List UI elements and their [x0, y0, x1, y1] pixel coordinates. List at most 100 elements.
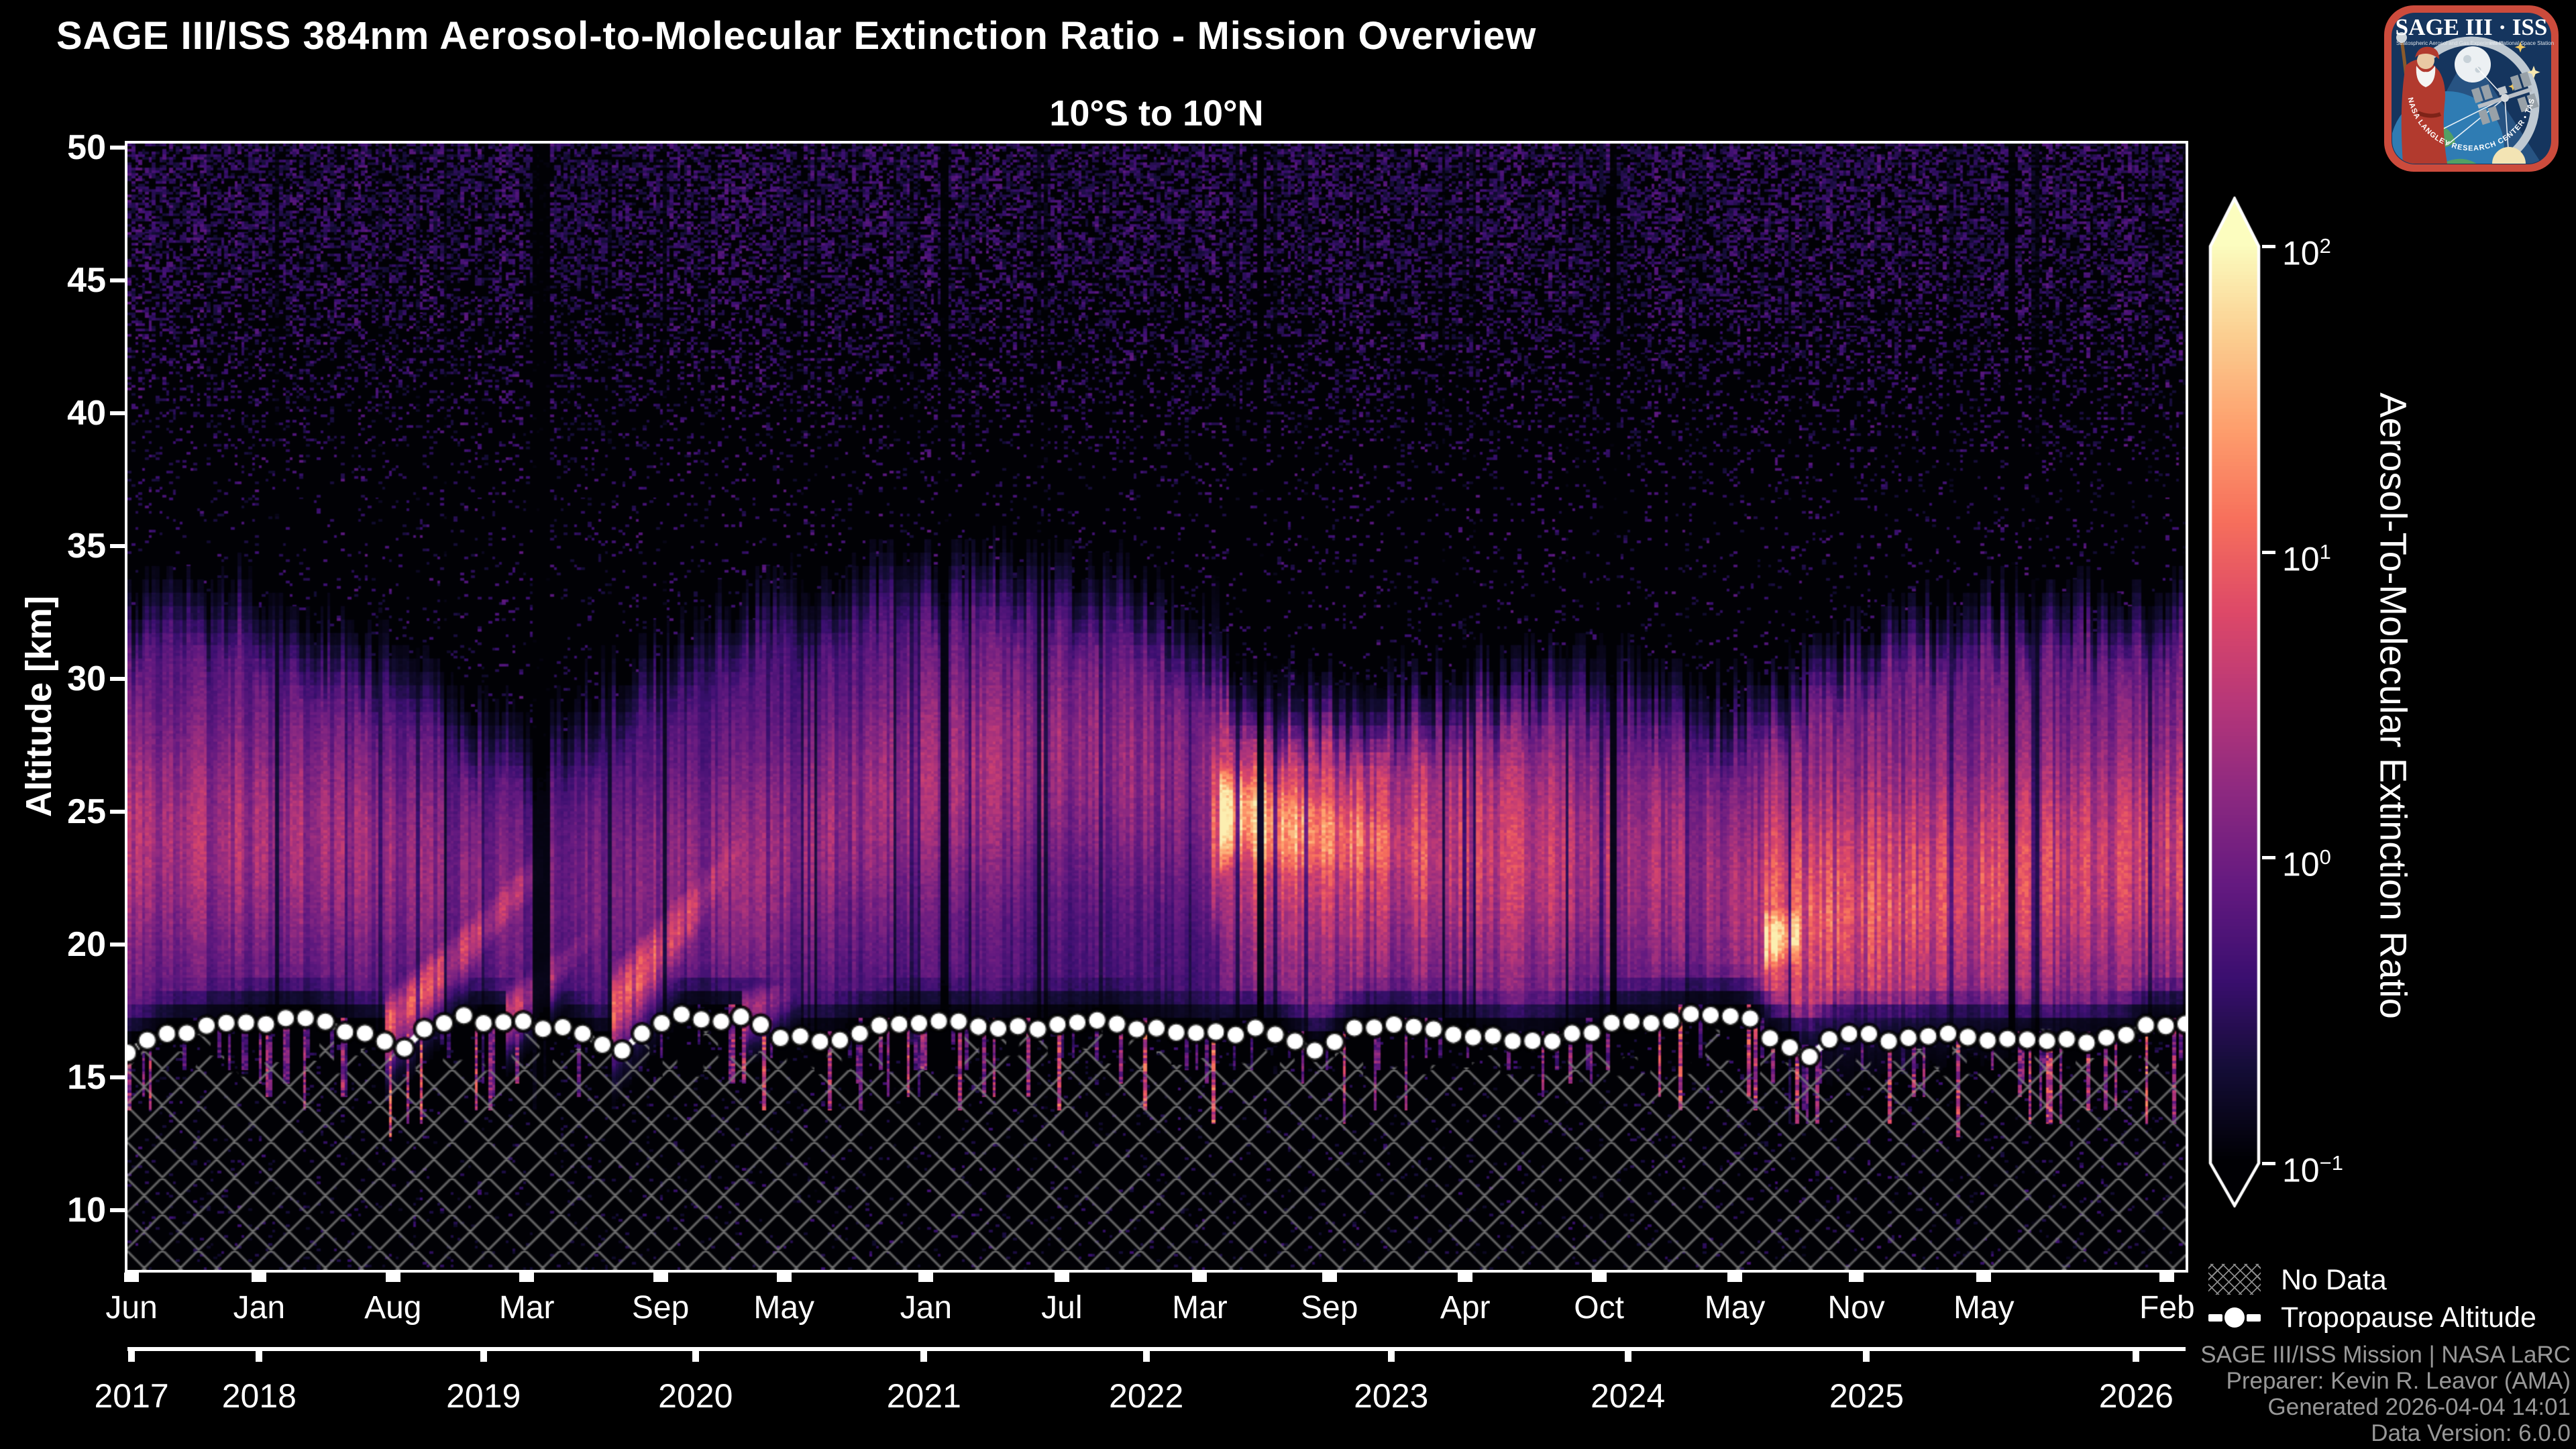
x-year-tick-mark — [128, 1351, 136, 1362]
no-data-legend-label: No Data — [2281, 1264, 2387, 1296]
x-year-tick-label: 2019 — [446, 1377, 521, 1415]
colorbar-tick-mark — [2262, 1162, 2275, 1165]
y-axis-label: Altitude [km] — [19, 596, 59, 817]
x-month-tick-label: May — [1953, 1290, 2015, 1326]
x-month-tick-mark — [1054, 1273, 1069, 1282]
x-year-tick-label: 2020 — [658, 1377, 733, 1415]
x-year-tick-mark — [256, 1351, 263, 1362]
colorbar-tick-mark — [2262, 856, 2275, 860]
x-month-tick-label: Mar — [1172, 1290, 1228, 1326]
x-year-tick-mark — [480, 1351, 487, 1362]
colorbar-tick-label: 10−1 — [2282, 1151, 2343, 1189]
x-month-tick-mark — [385, 1273, 400, 1282]
chart-subtitle: 10°S to 10°N — [1049, 93, 1264, 133]
x-month-tick-mark — [1727, 1273, 1743, 1282]
tropopause-legend-swatch — [2208, 1307, 2261, 1328]
tropopause-dash-icon — [2208, 1313, 2222, 1322]
x-year-tick-mark — [1863, 1351, 1870, 1362]
x-year-tick-mark — [1142, 1351, 1150, 1362]
moon-crater — [2463, 55, 2471, 63]
y-tick-label: 40 — [67, 393, 106, 433]
x-year-tick-mark — [1387, 1351, 1395, 1362]
tropopause-dash-icon — [2247, 1313, 2261, 1322]
x-month-tick-label: Jan — [900, 1290, 953, 1326]
logo-subtitle-right: International Space Station — [2489, 40, 2554, 46]
x-month-tick-mark — [252, 1273, 267, 1282]
heatmap-canvas — [127, 144, 2186, 1270]
x-month-tick-label: May — [753, 1290, 815, 1326]
y-tick-mark — [110, 1075, 127, 1079]
x-month-tick-mark — [1192, 1273, 1208, 1282]
year-axis-line — [127, 1347, 2186, 1351]
colorbar-tick-label: 100 — [2282, 845, 2331, 883]
heatmap-plot-area — [125, 141, 2188, 1273]
x-month-tick-mark — [1976, 1273, 1992, 1282]
x-month-tick-label: Aug — [364, 1290, 422, 1326]
x-month-tick-label: Oct — [1574, 1290, 1624, 1326]
iss-icon — [2471, 71, 2539, 125]
colorbar-tick-label: 101 — [2282, 539, 2331, 578]
x-month-tick-label: Mar — [498, 1290, 555, 1326]
colorbar-label: Aerosol-To-Molecular Extinction Ratio — [2372, 392, 2415, 1019]
y-tick-label: 25 — [67, 792, 106, 831]
footer-credits: SAGE III/ISS Mission | NASA LaRC Prepare… — [2200, 1342, 2571, 1446]
colorbar-gradient — [2208, 197, 2261, 1208]
y-tick-label: 50 — [67, 127, 106, 167]
sun-icon — [2492, 147, 2526, 164]
y-tick-mark — [110, 676, 127, 681]
colorbar-tick-label: 102 — [2282, 234, 2331, 272]
x-month-tick-mark — [1591, 1273, 1607, 1282]
star-icon — [2508, 82, 2518, 91]
x-month-tick-mark — [653, 1273, 668, 1282]
x-year-tick-label: 2018 — [221, 1377, 297, 1415]
x-year-tick-label: 2025 — [1829, 1377, 1904, 1415]
y-tick-mark — [110, 543, 127, 548]
father-time-figure — [2396, 32, 2447, 164]
x-month-tick-mark — [124, 1273, 140, 1282]
y-tick-label: 20 — [67, 924, 106, 964]
x-month-tick-label: Jul — [1041, 1290, 1083, 1326]
x-year-tick-label: 2023 — [1354, 1377, 1429, 1415]
star-icon — [2527, 66, 2540, 79]
x-year-tick-label: 2022 — [1109, 1377, 1184, 1415]
x-year-tick-mark — [1624, 1351, 1631, 1362]
y-tick-label: 45 — [67, 260, 106, 300]
x-month-tick-label: Sep — [1301, 1290, 1358, 1326]
x-year-tick-mark — [2133, 1351, 2140, 1362]
y-tick-mark — [110, 278, 127, 282]
earth-land — [2442, 158, 2483, 164]
y-tick-mark — [110, 1208, 127, 1212]
x-month-tick-mark — [519, 1273, 535, 1282]
footer-generated-line: Generated 2026-04-04 14:01 — [2267, 1394, 2571, 1420]
y-tick-label: 15 — [67, 1057, 106, 1097]
no-data-hatch-swatch — [2208, 1264, 2261, 1295]
footer-mission-line: SAGE III/ISS Mission | NASA LaRC — [2200, 1342, 2571, 1368]
logo-title: SAGE III · ISS — [2396, 14, 2548, 40]
colorbar-tick-mark — [2262, 550, 2275, 554]
colorbar-tick-mark — [2262, 245, 2275, 248]
x-month-tick-label: Sep — [631, 1290, 690, 1326]
sage-iss-mission-patch-logo: SAGE III · ISS Stratospheric Aerosol and… — [2383, 4, 2559, 172]
x-year-tick-label: 2026 — [2098, 1377, 2174, 1415]
y-tick-mark — [110, 942, 127, 947]
y-tick-label: 30 — [67, 659, 106, 698]
footer-preparer-line: Preparer: Kevin R. Leavor (AMA) — [2226, 1368, 2571, 1394]
x-month-tick-label: Jun — [105, 1290, 158, 1326]
x-year-tick-label: 2017 — [94, 1377, 169, 1415]
star-icon — [2514, 42, 2526, 53]
x-year-tick-mark — [692, 1351, 699, 1362]
x-month-tick-mark — [918, 1273, 934, 1282]
y-tick-mark — [110, 809, 127, 814]
x-month-tick-mark — [1458, 1273, 1473, 1282]
tropopause-marker-icon — [2224, 1307, 2245, 1328]
x-month-tick-mark — [776, 1273, 792, 1282]
x-month-tick-label: May — [1704, 1290, 1766, 1326]
moon-crater — [2475, 66, 2481, 73]
x-month-tick-label: Nov — [1827, 1290, 1885, 1326]
x-year-tick-label: 2021 — [886, 1377, 961, 1415]
x-year-tick-label: 2024 — [1590, 1377, 1666, 1415]
y-tick-mark — [110, 145, 127, 150]
footer-version-line: Data Version: 6.0.0 — [2371, 1420, 2571, 1446]
x-month-tick-mark — [1322, 1273, 1337, 1282]
